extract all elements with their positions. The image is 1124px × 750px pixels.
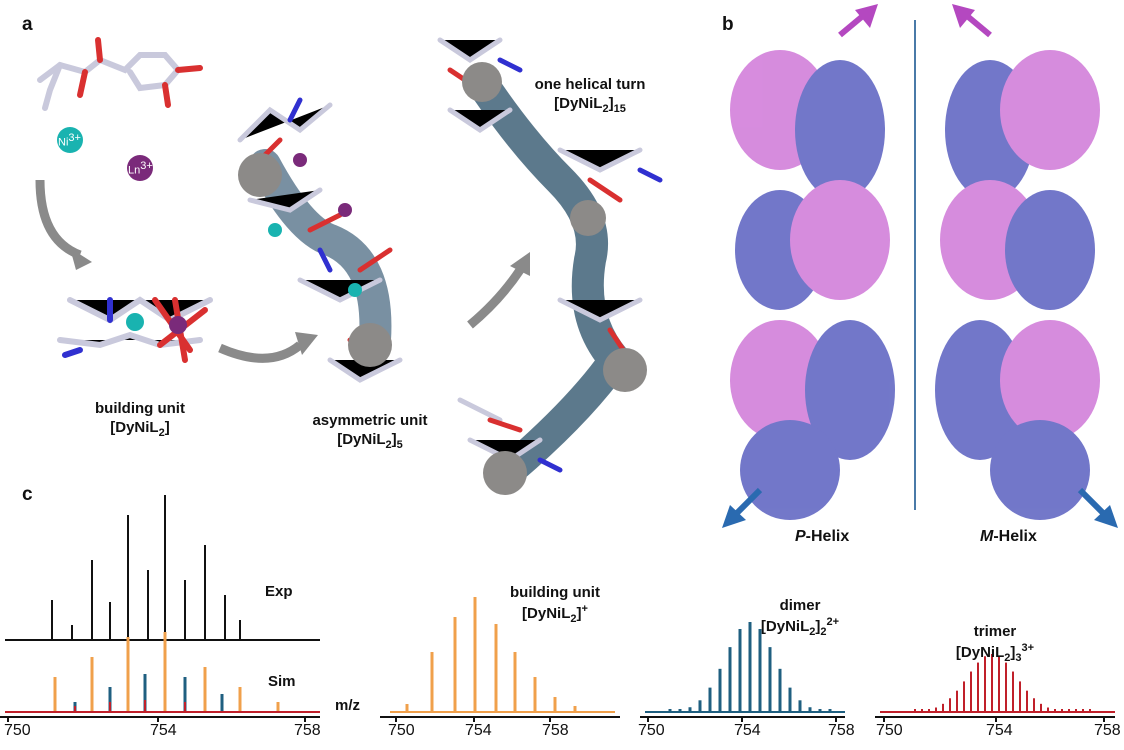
tick-label: 758 bbox=[542, 722, 569, 739]
curved-arrow-3 bbox=[467, 267, 524, 329]
p-helix bbox=[730, 50, 895, 520]
tick-label: 758 bbox=[828, 722, 855, 739]
helical-turn-label: one helical turn [DyNiL2]15 bbox=[534, 76, 646, 115]
curved-arrow-2 bbox=[218, 341, 303, 363]
panel-c-spectra bbox=[0, 495, 1115, 722]
tick-label: 750 bbox=[638, 722, 665, 739]
panel-label-a: a bbox=[22, 14, 33, 35]
panel-b-helices bbox=[722, 4, 1118, 528]
sim-label: Sim bbox=[268, 673, 296, 690]
building-unit-label: building unit [DyNiL2] bbox=[95, 400, 185, 439]
p-helix-arrows bbox=[722, 4, 878, 528]
exp-label: Exp bbox=[265, 583, 293, 600]
tick-label: 750 bbox=[876, 722, 903, 739]
ln-ion-sphere bbox=[127, 155, 153, 181]
ln-ion-label: Ln3+ bbox=[128, 160, 153, 177]
tick-label: 754 bbox=[986, 722, 1013, 739]
m-helix bbox=[935, 50, 1100, 520]
ni-ion-label: Ni3+ bbox=[58, 132, 81, 149]
curved-arrow-1 bbox=[35, 179, 82, 260]
asymmetric-unit-label: asymmetric unit [DyNiL2]5 bbox=[312, 412, 428, 451]
p-helix-label: P-Helix bbox=[795, 528, 850, 545]
panel-label-c: c bbox=[22, 484, 33, 505]
tick-label: 758 bbox=[294, 722, 321, 739]
tick-label: 750 bbox=[4, 722, 31, 739]
tick-label: 754 bbox=[734, 722, 761, 739]
panel-label-b: b bbox=[722, 14, 734, 35]
ni-ion-sphere bbox=[57, 127, 83, 153]
spectrum-dimer-label: dimer [DyNiL2]22+ bbox=[760, 597, 840, 638]
tick-label: 754 bbox=[465, 722, 492, 739]
asymmetric-unit-sticks bbox=[237, 97, 403, 383]
mz-label: m/z bbox=[335, 697, 361, 714]
ligand-structure bbox=[37, 37, 203, 111]
tick-label: 750 bbox=[388, 722, 415, 739]
spectrum-building-unit-label: building unit [DyNiL2]+ bbox=[510, 584, 600, 625]
tick-label: 758 bbox=[1094, 722, 1121, 739]
m-helix-label: M-Helix bbox=[980, 528, 1037, 545]
tick-label: 754 bbox=[150, 722, 177, 739]
helical-turn-tube bbox=[464, 64, 636, 486]
panel-a-illustration bbox=[35, 37, 663, 495]
spectrum-trimer-label: trimer [DyNiL2]33+ bbox=[955, 623, 1035, 664]
m-helix-arrows bbox=[952, 4, 1118, 528]
